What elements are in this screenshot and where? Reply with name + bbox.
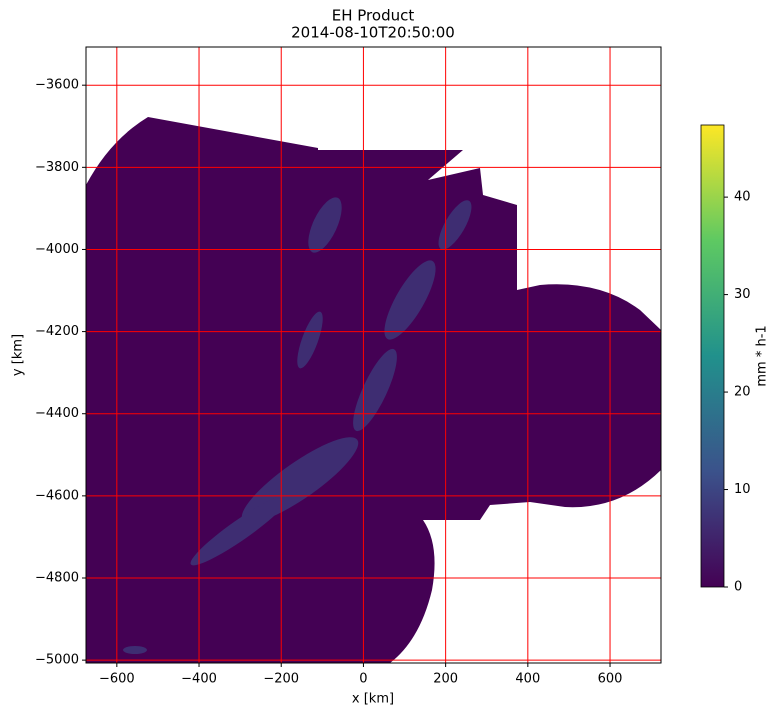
radar-image bbox=[86, 117, 661, 663]
grid bbox=[86, 47, 661, 663]
x-tick-label: 0 bbox=[359, 672, 367, 687]
precip-streaks bbox=[123, 197, 472, 654]
y-axis-label: y [km] bbox=[11, 334, 26, 376]
plot-frame bbox=[85, 46, 662, 664]
colorbar-tick-label: 30 bbox=[734, 287, 751, 302]
y-tick-label: −3600 bbox=[35, 78, 79, 93]
y-tick-label: −4400 bbox=[35, 406, 79, 421]
x-tick-label: 600 bbox=[598, 672, 623, 687]
colorbar-tick-label: 10 bbox=[734, 482, 751, 497]
y-tick-label: −4600 bbox=[35, 488, 79, 503]
colorbar-label: mm * h-1 bbox=[755, 325, 770, 386]
y-tick-label: −4800 bbox=[35, 570, 79, 585]
x-tick-label: 200 bbox=[433, 672, 458, 687]
x-tick-label: −200 bbox=[263, 672, 299, 687]
colorbar-tick-label: 20 bbox=[734, 385, 751, 400]
colorbar-tick-label: 40 bbox=[734, 190, 751, 205]
chart-subtitle: 2014-08-10T20:50:00 bbox=[291, 24, 455, 42]
y-tick-label: −4200 bbox=[35, 324, 79, 339]
y-tick-label: −4000 bbox=[35, 242, 79, 257]
colorbar bbox=[700, 124, 725, 588]
chart-title: EH Product bbox=[332, 7, 415, 25]
x-tick-label: −400 bbox=[181, 672, 217, 687]
x-axis-label: x [km] bbox=[352, 692, 394, 707]
y-tick-label: −5000 bbox=[35, 653, 79, 668]
colorbar-tick-label: 0 bbox=[734, 580, 742, 595]
y-tick-label: −3800 bbox=[35, 160, 79, 175]
x-tick-label: −600 bbox=[99, 672, 135, 687]
x-tick-label: 400 bbox=[515, 672, 540, 687]
